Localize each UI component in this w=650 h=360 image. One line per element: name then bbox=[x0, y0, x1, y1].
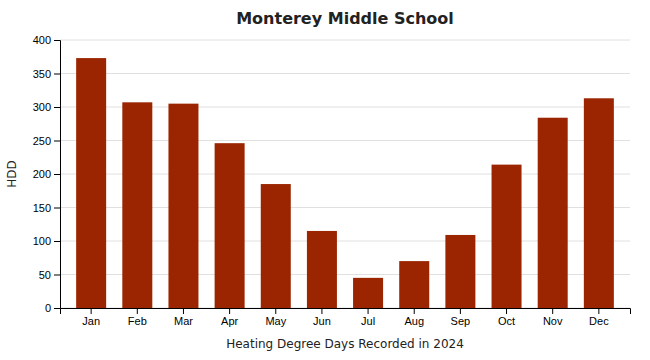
plot: Jan Feb Mar Apr May Jun Jul Aug Sep Oct Nov Dec 0 50 1… bbox=[33, 34, 631, 327]
y-tick: 250 bbox=[33, 135, 60, 147]
y-tick-label: 250 bbox=[33, 135, 51, 147]
y-tick-mark bbox=[54, 74, 60, 75]
x-tick-label: Dec bbox=[589, 315, 609, 327]
x-tick: Jan bbox=[82, 308, 100, 327]
x-tick: Apr bbox=[221, 308, 238, 327]
bar bbox=[445, 235, 475, 308]
x-tick-mark bbox=[275, 308, 276, 314]
y-tick-label: 150 bbox=[33, 202, 51, 214]
title: Monterey Middle School bbox=[236, 9, 454, 28]
bar bbox=[215, 143, 245, 308]
x-tick: Jun bbox=[313, 308, 331, 327]
bar bbox=[168, 104, 198, 308]
x-tick-mark bbox=[321, 308, 322, 314]
x-tick: Aug bbox=[404, 308, 424, 327]
x-tick-mark bbox=[137, 308, 138, 314]
y-tick: 350 bbox=[33, 68, 60, 80]
x-tick: Mar bbox=[174, 308, 193, 327]
bar bbox=[584, 98, 614, 308]
y-tick-label: 400 bbox=[33, 34, 51, 46]
x-tick: Feb bbox=[128, 308, 147, 327]
y-tick-mark bbox=[54, 275, 60, 276]
x-axis-title: Heating Degree Days Recorded in 2024 bbox=[226, 337, 464, 351]
x-tick: Nov bbox=[543, 308, 563, 327]
y-tick-label: 100 bbox=[33, 235, 51, 247]
bars bbox=[76, 58, 614, 308]
x-tick-mark bbox=[183, 308, 184, 314]
y-tick-mark bbox=[54, 141, 60, 142]
axis-line bbox=[54, 41, 61, 309]
y-tick: 100 bbox=[33, 235, 60, 247]
y-tick-mark bbox=[54, 174, 60, 175]
x-tick-label: Feb bbox=[128, 315, 147, 327]
y-tick: 200 bbox=[33, 168, 60, 180]
x-tick-mark bbox=[368, 308, 369, 314]
x-axis: Jan Feb Mar Apr May Jun Jul Aug Sep Oct Nov Dec bbox=[61, 308, 631, 327]
x-tick-mark bbox=[414, 308, 415, 314]
y-tick: 150 bbox=[33, 202, 60, 214]
y-tick-label: 50 bbox=[39, 269, 51, 281]
bar bbox=[261, 184, 291, 308]
bar bbox=[76, 58, 106, 308]
x-tick-mark bbox=[598, 308, 599, 314]
x-tick-mark bbox=[460, 308, 461, 314]
chart: Jan Feb Mar Apr May Jun Jul Aug Sep Oct Nov Dec 0 50 1… bbox=[0, 0, 650, 360]
x-tick: Dec bbox=[589, 308, 609, 327]
x-tick-mark bbox=[229, 308, 230, 314]
y-axis-title: HDD bbox=[5, 160, 19, 188]
y-tick: 0 bbox=[45, 302, 60, 314]
bar bbox=[538, 118, 568, 308]
x-tick-mark bbox=[506, 308, 507, 314]
bar bbox=[399, 261, 429, 308]
x-tick-label: Nov bbox=[543, 315, 563, 327]
x-tick-label: Jul bbox=[361, 315, 375, 327]
y-tick-label: 300 bbox=[33, 101, 51, 113]
y-tick: 300 bbox=[33, 101, 60, 113]
bar bbox=[353, 278, 383, 308]
y-tick-label: 0 bbox=[45, 302, 51, 314]
x-tick: Jul bbox=[361, 308, 375, 327]
x-tick-label: Aug bbox=[404, 315, 424, 327]
x-tick: Oct bbox=[498, 308, 515, 327]
x-tick-label: May bbox=[265, 315, 286, 327]
x-tick-label: Jan bbox=[82, 315, 100, 327]
y-tick-label: 200 bbox=[33, 168, 51, 180]
bar bbox=[122, 102, 152, 308]
x-tick: May bbox=[265, 308, 286, 327]
bar bbox=[492, 165, 522, 308]
y-tick-label: 350 bbox=[33, 68, 51, 80]
x-tick-label: Apr bbox=[221, 315, 238, 327]
x-tick-label: Jun bbox=[313, 315, 331, 327]
x-tick-mark bbox=[91, 308, 92, 314]
y-tick-mark bbox=[54, 40, 60, 41]
y-tick-mark bbox=[54, 241, 60, 242]
y-tick-mark bbox=[54, 208, 60, 209]
y-tick-mark bbox=[54, 107, 60, 108]
y-tick: 50 bbox=[39, 269, 60, 281]
chart-container: Jan Feb Mar Apr May Jun Jul Aug Sep Oct Nov Dec 0 50 1… bbox=[0, 0, 650, 360]
bar bbox=[307, 231, 337, 308]
x-tick-mark bbox=[552, 308, 553, 314]
grid-line bbox=[60, 73, 630, 74]
y-tick-mark bbox=[54, 308, 60, 309]
grid-line bbox=[60, 40, 630, 41]
x-tick-label: Sep bbox=[451, 315, 471, 327]
x-tick-label: Mar bbox=[174, 315, 193, 327]
grid bbox=[60, 40, 630, 308]
axis-line bbox=[61, 309, 631, 315]
x-tick: Sep bbox=[451, 308, 471, 327]
y-tick: 400 bbox=[33, 34, 60, 46]
x-tick-label: Oct bbox=[498, 315, 515, 327]
y-axis: 0 50 100 150 200 250 300 350 400 bbox=[33, 34, 61, 314]
